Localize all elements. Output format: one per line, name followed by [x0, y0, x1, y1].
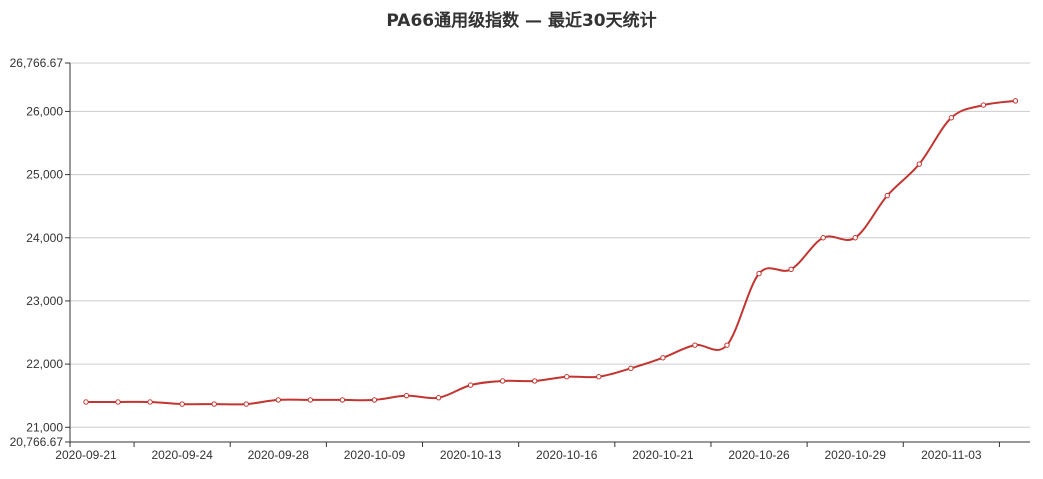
- data-point: [243, 401, 249, 407]
- x-tick-label: 2020-10-26: [728, 448, 790, 462]
- data-point: [948, 115, 955, 121]
- y-tick-label: 21,000: [26, 420, 63, 434]
- data-point: [467, 382, 474, 388]
- data-point: [339, 397, 346, 403]
- data-point: [884, 192, 890, 199]
- data-point: [756, 270, 762, 277]
- data-point: [532, 378, 538, 384]
- data-point: [788, 266, 794, 273]
- data-point: [916, 161, 922, 167]
- y-tick-label: 24,000: [26, 231, 63, 245]
- data-point: [596, 374, 602, 380]
- y-tick-label: 20,766.67: [10, 435, 64, 449]
- x-tick-label: 2020-11-03: [921, 448, 982, 462]
- x-tick-label: 2020-10-13: [440, 448, 502, 462]
- data-point: [403, 392, 410, 399]
- data-point: [435, 395, 442, 401]
- x-tick-label: 2020-10-16: [536, 448, 598, 462]
- data-point: [564, 374, 570, 380]
- y-tick-label: 26,766.67: [10, 56, 64, 70]
- data-point: [660, 355, 666, 361]
- data-point: [820, 235, 826, 241]
- x-tick-label: 2020-10-29: [825, 448, 887, 462]
- x-tick-label: 2020-10-21: [632, 448, 694, 462]
- data-point: [83, 399, 89, 405]
- data-point: [628, 365, 634, 372]
- y-tick-label: 26,000: [26, 104, 63, 118]
- y-tick-label: 25,000: [26, 168, 63, 182]
- data-point: [852, 235, 858, 241]
- x-tick-label: 2020-09-21: [55, 448, 117, 462]
- data-point: [179, 401, 185, 407]
- data-point: [147, 399, 153, 405]
- data-point: [499, 378, 506, 384]
- x-tick-label: 2020-09-24: [151, 448, 213, 462]
- data-point: [307, 397, 314, 403]
- data-point: [980, 102, 987, 108]
- series-line: [86, 99, 1016, 406]
- chart-title: PA66通用级指数 — 最近30天统计: [386, 11, 657, 31]
- data-point: [371, 397, 378, 403]
- data-point: [692, 342, 698, 348]
- x-tick-label: 2020-10-09: [344, 448, 406, 462]
- data-point: [275, 397, 281, 403]
- data-point: [211, 401, 217, 407]
- y-tick-label: 23,000: [26, 294, 63, 308]
- data-point: [115, 399, 121, 405]
- y-tick-label: 22,000: [26, 357, 63, 371]
- x-tick-label: 2020-09-28: [248, 448, 310, 462]
- data-point: [1012, 98, 1019, 104]
- data-point: [724, 342, 730, 348]
